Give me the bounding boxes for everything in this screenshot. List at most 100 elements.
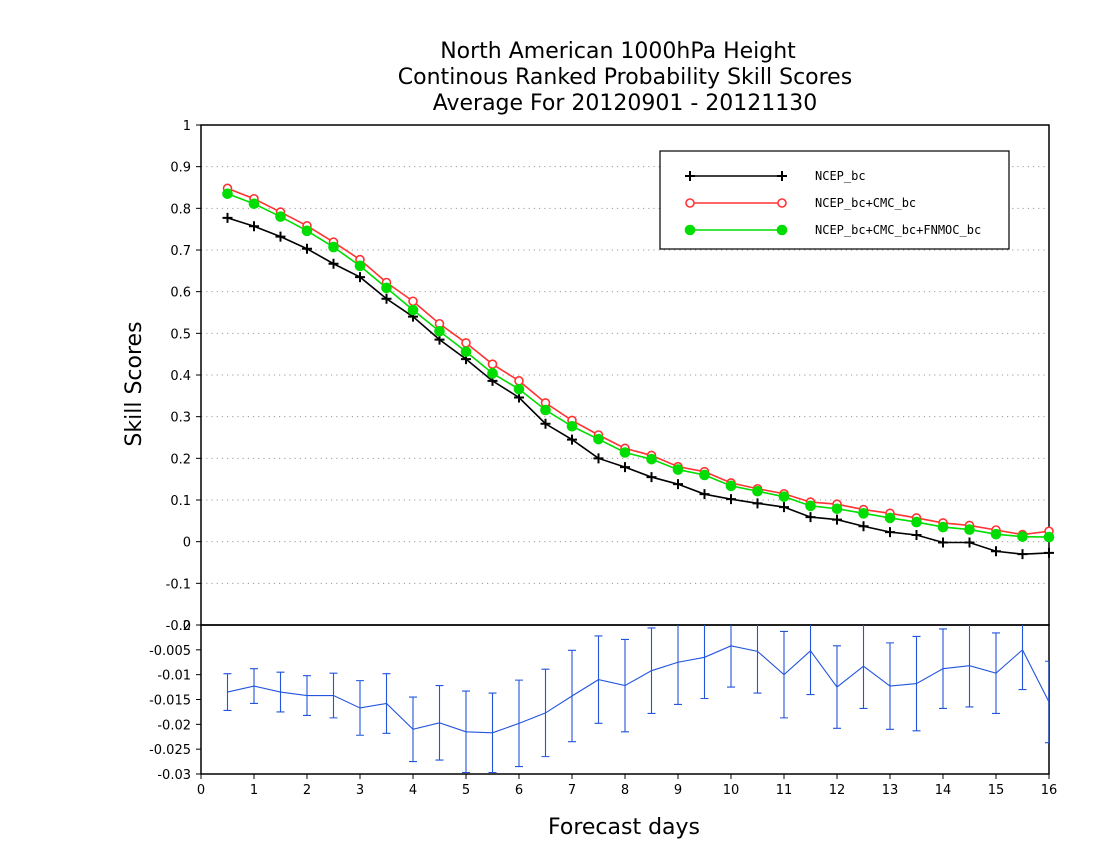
y-tick-label: 0.7 bbox=[170, 244, 191, 259]
data-point bbox=[461, 338, 471, 348]
data-point bbox=[911, 516, 922, 528]
y-tick-label: -0.03 bbox=[157, 768, 191, 783]
data-point bbox=[434, 325, 445, 337]
data-point bbox=[566, 420, 578, 432]
data-point bbox=[619, 447, 631, 458]
y-tick-label: 0 bbox=[183, 619, 191, 634]
data-point bbox=[725, 480, 737, 492]
series-line bbox=[227, 217, 1050, 555]
x-tick-label: 4 bbox=[409, 783, 417, 798]
data-point bbox=[778, 491, 790, 502]
data-point bbox=[964, 524, 975, 535]
legend: NCEP_bc NCEP_bc+CMC_bc NCEP_bc+CMC_bc+FNMO… bbox=[659, 150, 1010, 250]
data-point bbox=[646, 472, 657, 483]
data-point bbox=[752, 485, 763, 497]
data-point bbox=[354, 260, 366, 272]
x-tick-label: 16 bbox=[1041, 783, 1058, 798]
y-tick-label: -0.1 bbox=[166, 577, 191, 592]
data-point bbox=[673, 479, 683, 490]
data-point bbox=[302, 243, 312, 254]
series-2 bbox=[222, 188, 1055, 543]
data-point bbox=[858, 521, 869, 532]
x-tick-label: 5 bbox=[462, 783, 470, 798]
data-point bbox=[513, 383, 525, 395]
data-point bbox=[964, 537, 975, 548]
x-tick-label: 14 bbox=[935, 783, 952, 798]
y-tick-label: 0 bbox=[183, 536, 191, 551]
legend-marker bbox=[776, 224, 788, 236]
data-point bbox=[1017, 531, 1028, 542]
data-point bbox=[672, 464, 684, 475]
y-tick-label: 0.9 bbox=[170, 161, 191, 176]
skill-score-panel: 1 0.9 0.8 0.7 0.6 0.5 0.4 0.3 0.2 0.1 0 -0.1 -0.2 bbox=[166, 119, 1055, 634]
data-point bbox=[222, 188, 233, 200]
legend-marker bbox=[685, 171, 695, 181]
data-point bbox=[1017, 549, 1028, 560]
data-point bbox=[408, 296, 418, 307]
x-tick-label: 12 bbox=[829, 783, 846, 798]
y-tick-label: -0.005 bbox=[149, 644, 191, 659]
legend-label: NCEP_bc bbox=[815, 169, 866, 183]
data-point bbox=[593, 453, 604, 464]
data-point bbox=[275, 211, 286, 222]
y-tick-label: -0.025 bbox=[149, 743, 191, 758]
data-point bbox=[752, 498, 763, 509]
y-tick-label: -0.2 bbox=[166, 619, 191, 634]
y-tick-label: 1 bbox=[183, 119, 191, 134]
legend-item: NCEP_bc+CMC_bc+FNMOC_bc bbox=[684, 223, 981, 237]
data-point bbox=[620, 462, 630, 473]
data-point bbox=[779, 502, 789, 513]
data-point bbox=[487, 359, 498, 369]
legend-item: NCEP_bc+CMC_bc bbox=[685, 196, 916, 210]
chart-title-line-2: Continous Ranked Probability Skill Score… bbox=[398, 65, 852, 90]
y-tick-label: 0.3 bbox=[170, 411, 191, 426]
error-bar bbox=[223, 673, 232, 711]
data-point bbox=[831, 503, 843, 515]
y-tick-label: 0.2 bbox=[170, 452, 191, 467]
score-difference-panel: 0-0.005-0.01-0.015-0.02-0.025-0.030 1 2 3 4 5… bbox=[149, 619, 1058, 798]
difference-line bbox=[227, 645, 1049, 734]
data-point bbox=[805, 512, 816, 523]
x-tick-label: 2 bbox=[303, 783, 311, 798]
y-axis-title: Skill Scores bbox=[122, 321, 147, 446]
x-tick-label: 0 bbox=[197, 783, 205, 798]
legend-box bbox=[659, 150, 1010, 250]
data-point bbox=[593, 433, 604, 445]
data-point bbox=[991, 546, 1001, 557]
x-tick-label: 6 bbox=[515, 783, 523, 798]
data-point bbox=[248, 198, 260, 210]
chart-title: North American 1000hPa Height Continous … bbox=[398, 39, 852, 116]
data-point bbox=[832, 514, 842, 525]
y-tick-label: -0.02 bbox=[157, 718, 191, 733]
data-point bbox=[540, 404, 551, 416]
x-tick-label: 3 bbox=[356, 783, 364, 798]
data-point bbox=[540, 418, 551, 429]
data-point bbox=[328, 241, 339, 253]
x-tick-label: 9 bbox=[674, 783, 682, 798]
legend-marker bbox=[684, 224, 696, 236]
data-point bbox=[1044, 547, 1054, 558]
data-point bbox=[805, 500, 816, 512]
x-tick-label: 10 bbox=[723, 783, 740, 798]
y-tick-label: -0.01 bbox=[157, 669, 191, 684]
legend-marker bbox=[777, 198, 787, 208]
data-point bbox=[275, 231, 286, 242]
legend-marker bbox=[685, 198, 695, 208]
y-tick-label: 0.5 bbox=[170, 327, 191, 342]
legend-label: NCEP_bc+CMC_bc+FNMOC_bc bbox=[815, 223, 981, 237]
data-point bbox=[885, 527, 895, 538]
data-point bbox=[884, 512, 896, 524]
y-tick-label: 0.4 bbox=[170, 369, 191, 384]
y-tick-label: 0.8 bbox=[170, 202, 191, 217]
data-point bbox=[249, 221, 259, 232]
data-point bbox=[381, 293, 392, 304]
data-point bbox=[990, 528, 1002, 540]
data-point bbox=[355, 272, 365, 283]
data-point bbox=[301, 225, 313, 237]
chart-title-line-1: North American 1000hPa Height bbox=[440, 39, 796, 64]
data-point bbox=[460, 346, 472, 357]
data-point bbox=[699, 469, 710, 481]
x-tick-label: 15 bbox=[988, 783, 1005, 798]
x-tick-label: 1 bbox=[250, 783, 258, 798]
data-point bbox=[646, 453, 657, 465]
